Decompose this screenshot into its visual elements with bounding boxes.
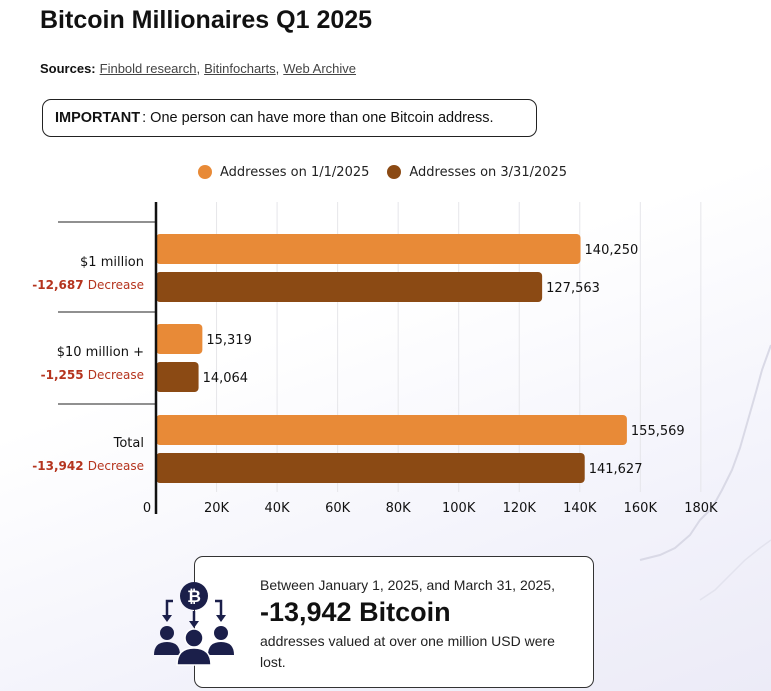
- x-tick-label-2: 40K: [265, 501, 291, 516]
- bar-value-label-2-0: 155,569: [631, 424, 685, 439]
- category-change-0: -12,687 Decrease: [32, 278, 144, 292]
- category-change-2: -13,942 Decrease: [32, 459, 144, 473]
- summary-callout: ₿ Between January 1, 2025, and March 31,…: [154, 556, 594, 688]
- x-tick-label-3: 60K: [325, 501, 351, 516]
- sources-label: Sources:: [40, 61, 96, 76]
- svg-text:₿: ₿: [187, 587, 201, 607]
- category-label-1: $10 million +: [57, 345, 144, 360]
- callout-description: addresses valued at over one million USD…: [260, 633, 555, 670]
- page-title: Bitcoin Millionaires Q1 2025: [40, 6, 373, 34]
- bar-value-label-2-1: 141,627: [589, 462, 643, 477]
- bar-value-label-0-1: 127,563: [546, 281, 600, 296]
- x-tick-label-4: 80K: [386, 501, 412, 516]
- x-tick-label-7: 140K: [563, 501, 597, 516]
- x-tick-label-8: 160K: [624, 501, 658, 516]
- bar-1-0: [156, 324, 203, 354]
- legend-label-series-1: Addresses on 1/1/2025: [220, 164, 370, 180]
- important-note: IMPORTANT : One person can have more tha…: [42, 99, 537, 137]
- legend-swatch-series-1: [198, 165, 212, 179]
- bar-value-label-1-0: 15,319: [206, 333, 252, 348]
- change-value-2: -13,942: [32, 459, 87, 473]
- bar-0-0: [156, 234, 581, 264]
- change-value-0: -12,687: [32, 278, 87, 292]
- bar-value-label-0-0: 140,250: [585, 243, 639, 258]
- x-tick-label-5: 100K: [442, 501, 476, 516]
- change-label-0: Decrease: [88, 278, 144, 292]
- source-link-web-archive[interactable]: Web Archive: [283, 61, 357, 76]
- category-label-0: $1 million: [80, 255, 144, 270]
- legend-item-series-2: Addresses on 3/31/2025: [387, 165, 567, 180]
- callout-period: Between January 1, 2025, and March 31, 2…: [260, 577, 555, 593]
- source-link-finbold[interactable]: Finbold research: [99, 61, 197, 76]
- x-tick-label-9: 180K: [684, 501, 718, 516]
- bar-0-1: [156, 272, 543, 302]
- bar-2-1: [156, 453, 585, 483]
- x-tick-label-0: 0: [143, 501, 151, 516]
- legend-swatch-series-2: [387, 165, 402, 179]
- bar-2-0: [156, 415, 627, 445]
- x-tick-label-6: 120K: [503, 501, 537, 516]
- bar-1-1: [156, 362, 199, 392]
- change-label-2: Decrease: [88, 459, 144, 473]
- callout-headline: -13,942 Bitcoin: [260, 597, 451, 627]
- important-text: : One person can have more than one Bitc…: [142, 110, 494, 126]
- change-label-1: Decrease: [88, 368, 144, 382]
- change-value-1: -1,255: [41, 368, 88, 382]
- category-change-1: -1,255 Decrease: [41, 368, 144, 382]
- legend-item-series-1: Addresses on 1/1/2025: [198, 165, 369, 180]
- x-tick-label-1: 20K: [204, 501, 230, 516]
- bar-value-label-1-1: 14,064: [203, 371, 249, 386]
- bitcoin-people-icon: ₿: [154, 582, 234, 666]
- important-label: IMPORTANT: [55, 110, 141, 126]
- sources-line: Sources: Finbold research, Bitinfocharts, W…: [40, 61, 357, 76]
- chart-legend: Addresses on 1/1/2025 Addresses on 3/31/…: [198, 162, 585, 182]
- legend-label-series-2: Addresses on 3/31/2025: [409, 164, 568, 180]
- source-link-bitinfocharts[interactable]: Bitinfocharts: [204, 61, 276, 76]
- category-label-2: Total: [113, 436, 144, 451]
